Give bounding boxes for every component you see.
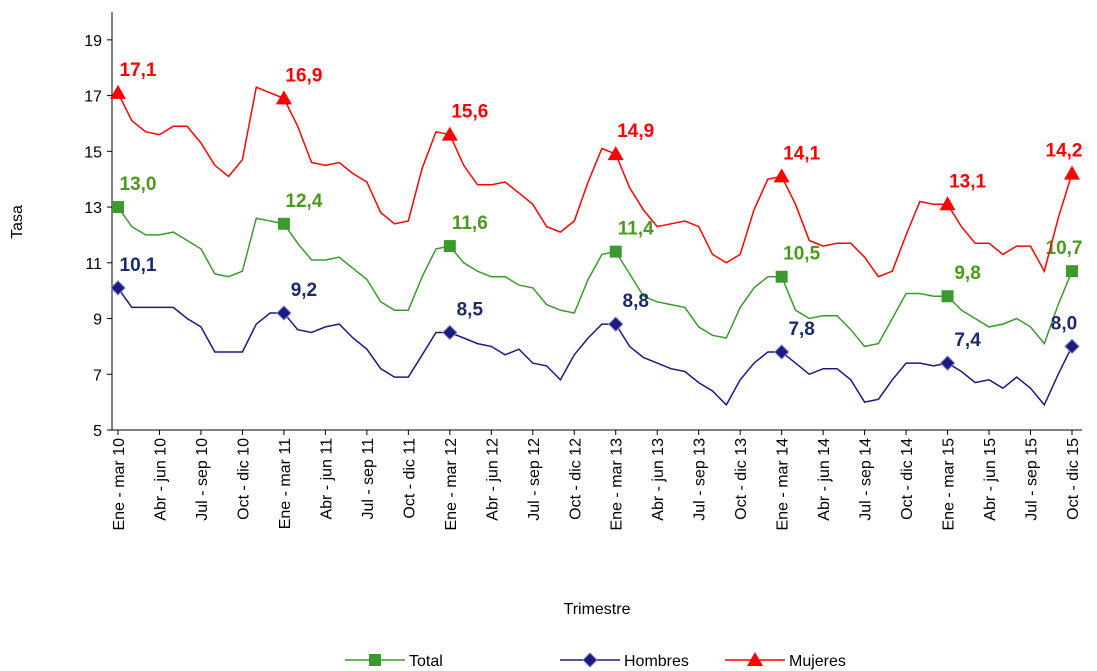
legend-label: Total bbox=[409, 653, 443, 670]
value-label: 8,0 bbox=[1051, 313, 1077, 334]
point-marker bbox=[939, 196, 956, 211]
x-tick-label: Oct - dic 12 bbox=[567, 438, 584, 520]
x-tick-label: Abr - jun 10 bbox=[152, 438, 169, 521]
point-marker bbox=[441, 126, 458, 141]
x-tick-label: Ene - mar 13 bbox=[609, 438, 626, 531]
x-tick-label: Ene - mar 11 bbox=[277, 438, 294, 529]
point-marker bbox=[275, 90, 292, 105]
point-marker bbox=[1064, 165, 1080, 180]
value-label: 7,4 bbox=[954, 330, 981, 351]
value-label: 10,1 bbox=[120, 255, 157, 276]
value-label: 8,8 bbox=[623, 291, 649, 312]
value-label: 14,9 bbox=[617, 121, 654, 142]
point-marker bbox=[442, 324, 458, 341]
point-marker bbox=[773, 344, 790, 360]
series-line bbox=[117, 287, 1073, 407]
x-tick-label: Oct - dic 11 bbox=[401, 438, 418, 519]
value-label: 17,1 bbox=[120, 60, 157, 81]
value-label: 13,0 bbox=[120, 174, 157, 195]
point-marker bbox=[608, 316, 624, 332]
x-tick-label: Ene - mar 14 bbox=[775, 438, 792, 531]
y-tick-label: 13 bbox=[84, 200, 102, 217]
x-tick-label: Oct - dic 10 bbox=[235, 438, 252, 520]
point-marker bbox=[443, 240, 456, 253]
x-tick-label: Ene - mar 10 bbox=[111, 438, 128, 531]
x-tick-label: Abr - jun 15 bbox=[982, 438, 999, 521]
point-marker bbox=[276, 305, 292, 321]
value-label: 12,4 bbox=[285, 191, 322, 212]
x-tick-label: Abr - jun 14 bbox=[816, 438, 833, 521]
y-tick-label: 11 bbox=[85, 256, 102, 273]
point-marker bbox=[941, 290, 954, 303]
y-tick-label: 5 bbox=[93, 423, 102, 440]
y-tick-label: 15 bbox=[84, 144, 102, 161]
x-tick-label: Oct - dic 15 bbox=[1065, 438, 1082, 520]
x-tick-label: Abr - jun 12 bbox=[484, 438, 501, 521]
point-marker bbox=[609, 245, 622, 258]
x-tick-label: Jul - sep 12 bbox=[526, 438, 543, 521]
x-tick-label: Abr - jun 11 bbox=[318, 438, 335, 520]
legend-marker bbox=[582, 652, 598, 668]
x-tick-label: Jul - sep 11 bbox=[360, 438, 377, 520]
point-marker bbox=[277, 217, 290, 230]
legend-marker bbox=[747, 652, 763, 666]
x-tick-label: Ene - mar 12 bbox=[443, 438, 460, 531]
series-line bbox=[117, 86, 1073, 278]
x-axis-title: Trimestre bbox=[564, 601, 631, 618]
point-marker bbox=[1066, 265, 1078, 278]
x-tick-label: Oct - dic 14 bbox=[899, 438, 916, 520]
value-label: 13,1 bbox=[949, 171, 986, 192]
point-marker bbox=[607, 146, 624, 161]
value-label: 15,6 bbox=[451, 102, 488, 123]
point-marker bbox=[775, 270, 788, 283]
x-tick-label: Jul - sep 15 bbox=[1024, 438, 1041, 521]
y-tick-label: 17 bbox=[84, 89, 102, 106]
legend-label: Hombres bbox=[624, 653, 689, 670]
y-tick-label: 9 bbox=[93, 312, 102, 329]
point-marker bbox=[939, 355, 956, 371]
legend-label: Mujeres bbox=[789, 653, 846, 670]
x-tick-label: Abr - jun 13 bbox=[650, 438, 667, 521]
series-line bbox=[117, 206, 1073, 348]
value-label: 8,5 bbox=[457, 299, 484, 320]
value-label: 10,5 bbox=[783, 244, 820, 265]
point-marker bbox=[110, 280, 126, 296]
value-label: 10,7 bbox=[1046, 238, 1083, 259]
x-tick-label: Ene - mar 15 bbox=[941, 438, 958, 531]
point-marker bbox=[1064, 338, 1080, 355]
value-label: 9,2 bbox=[291, 280, 317, 301]
x-tick-label: Jul - sep 13 bbox=[692, 438, 709, 521]
value-label: 11,6 bbox=[452, 213, 488, 234]
value-label: 16,9 bbox=[285, 65, 322, 86]
y-tick-label: 19 bbox=[84, 33, 102, 50]
value-label: 7,8 bbox=[788, 319, 814, 340]
point-marker bbox=[112, 201, 124, 214]
value-label: 14,2 bbox=[1046, 141, 1083, 162]
point-marker bbox=[773, 168, 790, 183]
point-marker bbox=[110, 84, 126, 99]
x-tick-label: Jul - sep 10 bbox=[194, 438, 211, 521]
y-tick-label: 7 bbox=[93, 367, 102, 384]
y-axis-title: Tasa bbox=[9, 205, 26, 239]
x-tick-label: Jul - sep 14 bbox=[858, 438, 875, 521]
value-label: 11,4 bbox=[618, 219, 654, 240]
value-label: 9,8 bbox=[954, 263, 980, 284]
value-label: 14,1 bbox=[783, 143, 820, 164]
x-tick-label: Oct - dic 13 bbox=[733, 438, 750, 520]
legend-marker bbox=[369, 654, 381, 666]
